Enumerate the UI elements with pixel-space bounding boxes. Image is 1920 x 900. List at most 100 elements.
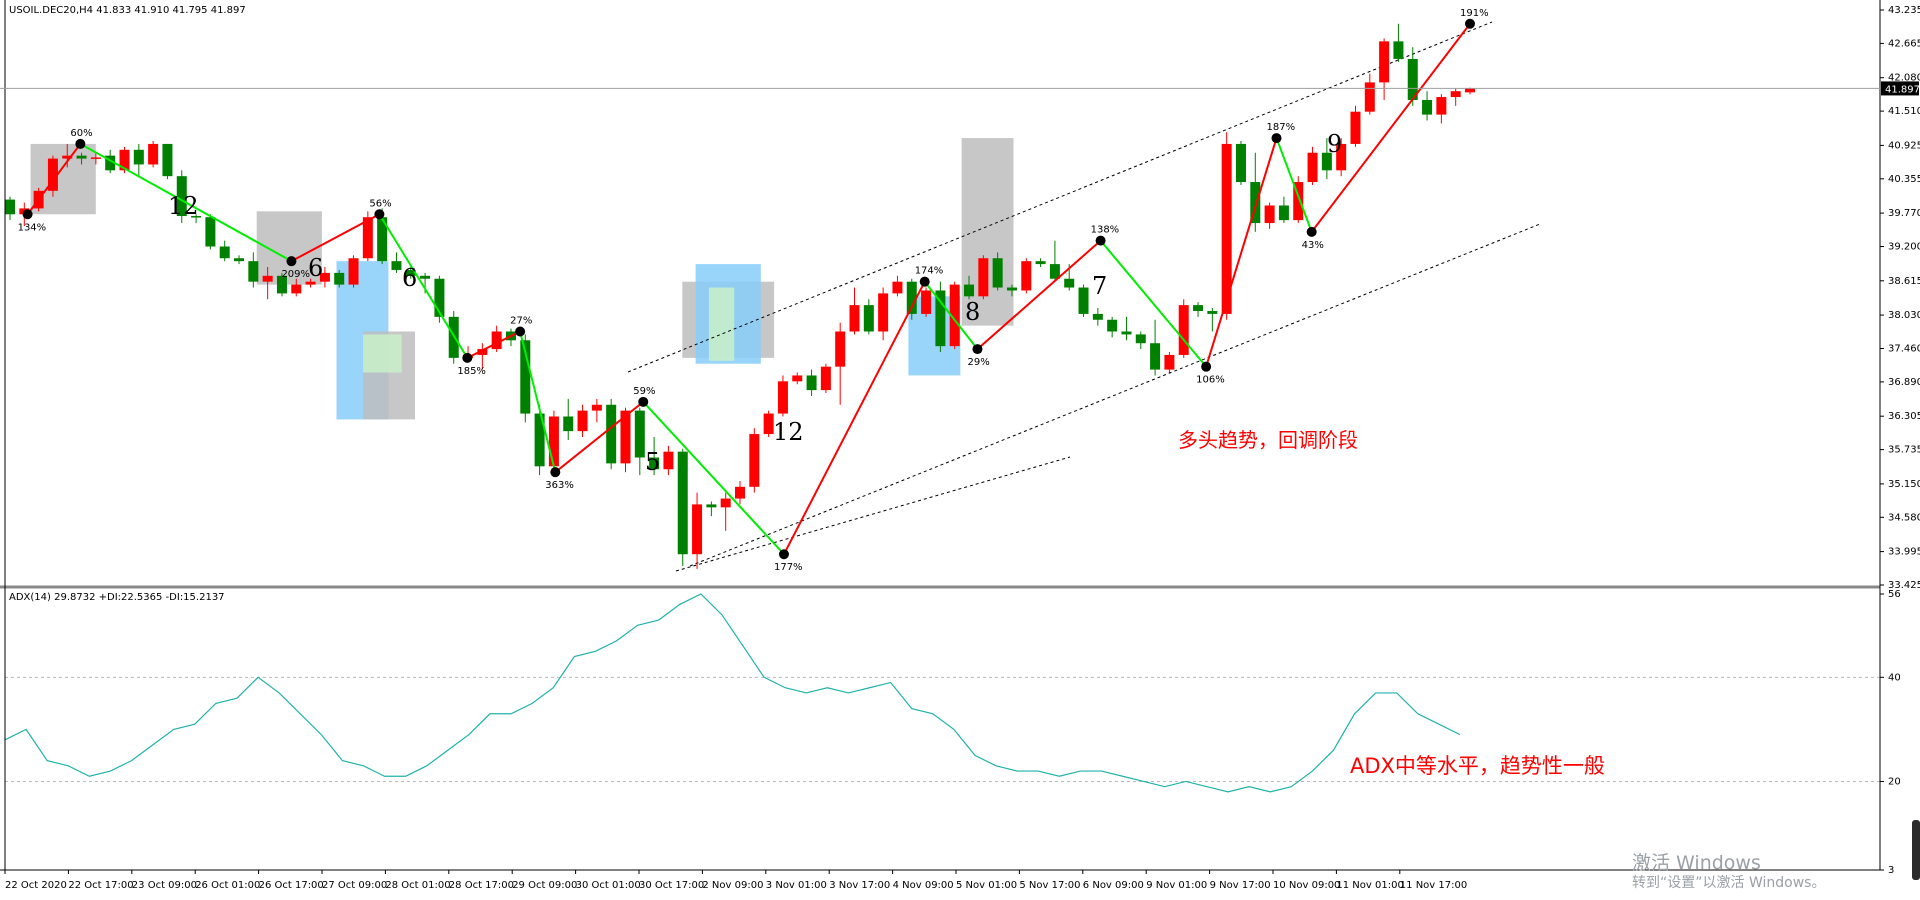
candle-body (1321, 152, 1332, 171)
time-tick-label: 10 Nov 09:00 (1273, 880, 1340, 891)
time-tick-label: 26 Oct 17:00 (259, 880, 324, 891)
wave-count-label: 6 (402, 264, 417, 292)
zigzag-up-leg (26, 143, 82, 215)
candle (706, 501, 717, 517)
zigzag-up-leg (466, 330, 521, 359)
candle-body (1150, 343, 1161, 370)
candle (1321, 138, 1332, 180)
zigzag-ratio-label: 29% (967, 357, 989, 368)
zigzag-down-leg (923, 281, 979, 350)
price-tick-label: 36.890 (1888, 377, 1920, 388)
candle (591, 398, 602, 423)
candle-body (105, 155, 116, 171)
zigzag-pivot (374, 209, 385, 220)
candle-body (405, 269, 416, 276)
candle-body (1350, 111, 1361, 144)
zigzag-labels: 134% 60% 209% 56% 185% 27% 363% 59% 177% 174% 29% 1… (18, 8, 1489, 573)
time-tick-label: 11 Nov 17:00 (1400, 880, 1467, 891)
candle-body (777, 381, 788, 414)
candle-body (262, 275, 273, 282)
zigzag-up-leg (1310, 23, 1471, 233)
candle-body (520, 340, 531, 414)
candle-body (348, 258, 359, 285)
candle-body (1307, 152, 1318, 183)
candle (964, 275, 975, 300)
candle (191, 214, 202, 224)
candle (534, 404, 545, 476)
candle (720, 492, 731, 531)
candle-body (1092, 313, 1103, 320)
time-tick-label: 9 Nov 01:00 (1146, 880, 1207, 891)
candle-body (434, 278, 445, 317)
candle (935, 281, 946, 353)
candle-body (935, 290, 946, 347)
candle (348, 255, 359, 288)
candle-body (763, 413, 774, 435)
candle-body (978, 258, 989, 297)
candle (1164, 352, 1175, 373)
wave-count-label: 12 (773, 418, 804, 446)
zigzag-up-leg (1205, 137, 1278, 367)
price-tick-label: 38.615 (1888, 276, 1920, 287)
candle-body (921, 290, 932, 314)
candle-body (835, 331, 846, 367)
candle-body (148, 143, 159, 165)
candle-body (534, 413, 545, 467)
candle (62, 143, 73, 168)
trend-channel (627, 21, 1541, 572)
candle-body (677, 451, 688, 555)
zigzag-pivot (778, 549, 789, 560)
candle-body (1379, 41, 1390, 83)
candle-body (577, 410, 588, 432)
zigzag-up-leg (783, 281, 926, 555)
candle (1006, 284, 1017, 297)
candle (992, 252, 1003, 291)
candle-body (863, 305, 874, 332)
candle (248, 252, 259, 288)
zigzag-pivot (1306, 226, 1317, 237)
candle (520, 334, 531, 423)
candle-body (792, 375, 803, 382)
candle (262, 267, 273, 300)
candle-body (1121, 331, 1132, 335)
candle-body (706, 504, 717, 508)
price-tick-label: 40.355 (1888, 174, 1920, 185)
zigzag-down-leg (378, 213, 469, 359)
candle (148, 141, 159, 168)
candle (649, 437, 660, 476)
candle-body (1250, 182, 1261, 224)
candle-body (735, 486, 745, 499)
candle-body (992, 258, 1003, 288)
candle (606, 398, 617, 470)
scrollbar-thumb[interactable] (1912, 820, 1920, 880)
candle (219, 240, 230, 262)
candle (1393, 23, 1404, 62)
candle-body (663, 451, 674, 470)
candle-body (806, 375, 817, 391)
price-tick-label: 37.460 (1888, 343, 1920, 354)
zigzag-ratio-label: 174% (915, 266, 944, 277)
time-tick-label: 22 Oct 17:00 (68, 880, 133, 891)
zigzag-ratio-label: 177% (774, 562, 803, 573)
candle (620, 407, 631, 473)
candle (291, 278, 302, 297)
candle (305, 278, 316, 288)
candle-body (1278, 205, 1289, 221)
time-tick-label: 23 Oct 09:00 (132, 880, 197, 891)
candle (1250, 152, 1261, 232)
candle-body (291, 284, 302, 294)
activation-watermark-title: 激活 Windows (1632, 852, 1761, 874)
candle-body (1193, 305, 1204, 311)
price-tick-label: 39.200 (1888, 242, 1920, 253)
candle (1450, 88, 1461, 106)
zigzag-ratio-label: 209% (281, 269, 310, 280)
zigzag-ratio-label: 187% (1267, 122, 1296, 133)
trend-note: 多头趋势，回调阶段 (1178, 428, 1358, 452)
candle-body (319, 272, 330, 282)
zigzag-down-leg (1099, 240, 1207, 368)
candle (1407, 47, 1418, 106)
candle-body (1078, 287, 1089, 314)
time-tick-label: 30 Oct 17:00 (639, 880, 704, 891)
price-tick-label: 41.510 (1888, 106, 1920, 117)
